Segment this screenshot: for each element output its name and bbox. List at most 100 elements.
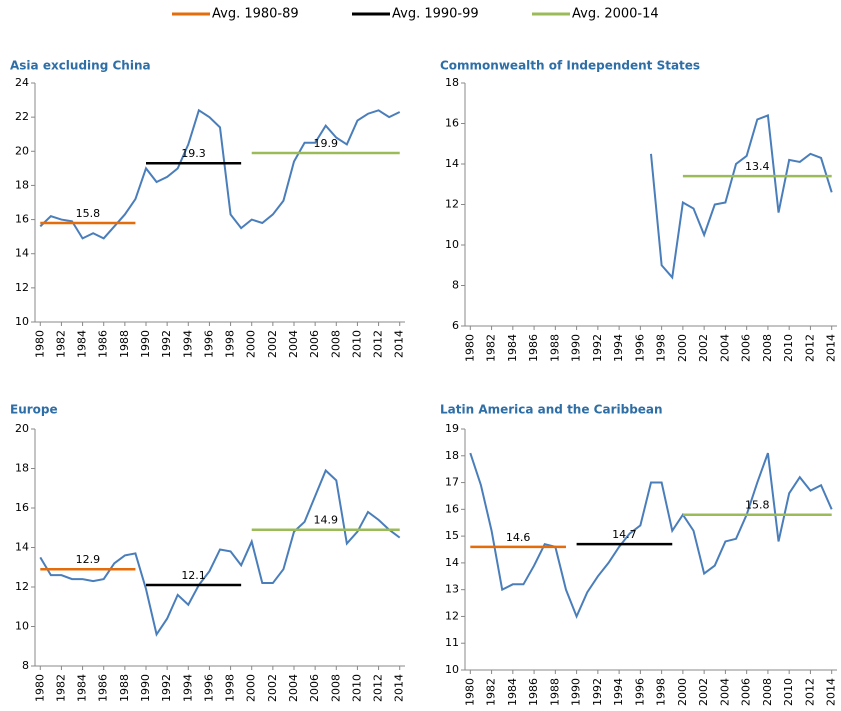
x-tick-label: 2012 bbox=[372, 674, 385, 702]
x-tick-label: 1992 bbox=[160, 330, 173, 358]
x-tick-label: 1984 bbox=[76, 674, 89, 702]
x-tick-label: 1998 bbox=[655, 334, 668, 362]
x-tick-label: 1990 bbox=[570, 678, 583, 706]
x-tick-label: 1990 bbox=[570, 334, 583, 362]
average-label: 12.9 bbox=[76, 553, 101, 566]
y-tick-label: 16 bbox=[15, 501, 29, 514]
x-tick-label: 1998 bbox=[224, 674, 237, 702]
legend-label: Avg. 2000-14 bbox=[572, 7, 659, 22]
legend-label: Avg. 1990-99 bbox=[392, 7, 479, 22]
data-line bbox=[39, 468, 401, 637]
x-tick-label: 2008 bbox=[761, 678, 774, 706]
y-tick-label: 20 bbox=[15, 144, 29, 157]
average-label: 14.9 bbox=[313, 514, 338, 527]
chart-title: Europe bbox=[10, 403, 58, 417]
data-line bbox=[469, 452, 833, 620]
x-tick-label: 1994 bbox=[612, 334, 625, 362]
y-tick-label: 18 bbox=[15, 178, 29, 191]
x-tick-label: 1986 bbox=[97, 674, 110, 702]
y-tick-label: 12 bbox=[445, 609, 459, 622]
y-tick-label: 11 bbox=[445, 636, 459, 649]
y-tick-label: 17 bbox=[445, 476, 459, 489]
x-tick-label: 2002 bbox=[266, 330, 279, 358]
x-tick-label: 2010 bbox=[350, 674, 363, 702]
y-tick-label: 19 bbox=[445, 422, 459, 435]
y-tick-label: 22 bbox=[15, 110, 29, 123]
x-tick-label: 2008 bbox=[329, 330, 342, 358]
y-tick-label: 15 bbox=[445, 529, 459, 542]
y-tick-label: 16 bbox=[445, 117, 459, 130]
x-tick-label: 1992 bbox=[591, 334, 604, 362]
y-tick-label: 18 bbox=[445, 449, 459, 462]
x-tick-label: 2002 bbox=[697, 334, 710, 362]
x-tick-label: 1986 bbox=[527, 678, 540, 706]
x-tick-label: 1982 bbox=[54, 330, 67, 358]
x-tick-label: 2002 bbox=[266, 674, 279, 702]
x-tick-label: 1994 bbox=[181, 674, 194, 702]
x-tick-label: 2006 bbox=[740, 334, 753, 362]
x-tick-label: 2006 bbox=[308, 674, 321, 702]
x-tick-label: 1994 bbox=[612, 678, 625, 706]
average-label: 14.6 bbox=[506, 531, 531, 544]
x-tick-label: 2014 bbox=[825, 678, 838, 706]
x-tick-label: 1980 bbox=[33, 674, 46, 702]
chart-title: Asia excluding China bbox=[10, 59, 151, 73]
x-tick-label: 2006 bbox=[740, 678, 753, 706]
x-tick-label: 1994 bbox=[181, 330, 194, 358]
x-tick-label: 2000 bbox=[676, 678, 689, 706]
x-tick-label: 1990 bbox=[139, 674, 152, 702]
x-tick-label: 2012 bbox=[372, 330, 385, 358]
y-tick-label: 10 bbox=[15, 315, 29, 328]
y-tick-label: 8 bbox=[22, 659, 29, 672]
y-tick-label: 24 bbox=[15, 76, 29, 89]
x-tick-label: 1986 bbox=[527, 334, 540, 362]
x-tick-label: 2008 bbox=[761, 334, 774, 362]
average-label: 19.9 bbox=[313, 137, 338, 150]
x-tick-label: 2012 bbox=[803, 678, 816, 706]
x-tick-label: 1980 bbox=[463, 334, 476, 362]
y-tick-label: 20 bbox=[15, 422, 29, 435]
x-tick-label: 2014 bbox=[393, 674, 406, 702]
x-tick-label: 1988 bbox=[118, 674, 131, 702]
y-tick-label: 8 bbox=[452, 279, 459, 292]
y-tick-label: 12 bbox=[15, 580, 29, 593]
x-tick-label: 2004 bbox=[718, 678, 731, 706]
x-tick-label: 1984 bbox=[506, 334, 519, 362]
x-tick-label: 1988 bbox=[548, 334, 561, 362]
x-tick-label: 2010 bbox=[350, 330, 363, 358]
x-tick-label: 1992 bbox=[591, 678, 604, 706]
x-tick-label: 2014 bbox=[825, 334, 838, 362]
average-label: 14.7 bbox=[612, 528, 637, 541]
x-tick-label: 1990 bbox=[139, 330, 152, 358]
y-tick-label: 16 bbox=[15, 213, 29, 226]
y-tick-label: 10 bbox=[445, 663, 459, 676]
y-tick-label: 13 bbox=[445, 583, 459, 596]
average-label: 19.3 bbox=[181, 147, 206, 160]
average-label: 15.8 bbox=[76, 207, 101, 220]
x-tick-label: 2006 bbox=[308, 330, 321, 358]
x-tick-label: 1980 bbox=[463, 678, 476, 706]
chart-title: Commonwealth of Independent States bbox=[440, 59, 700, 73]
x-tick-label: 2004 bbox=[718, 334, 731, 362]
x-tick-label: 2000 bbox=[245, 674, 258, 702]
x-tick-label: 1996 bbox=[202, 674, 215, 702]
x-tick-label: 1982 bbox=[54, 674, 67, 702]
x-tick-label: 1988 bbox=[548, 678, 561, 706]
x-tick-label: 2000 bbox=[245, 330, 258, 358]
y-tick-label: 6 bbox=[452, 319, 459, 332]
x-tick-label: 1982 bbox=[485, 334, 498, 362]
x-tick-label: 2012 bbox=[803, 334, 816, 362]
x-tick-label: 2010 bbox=[782, 334, 795, 362]
x-tick-label: 1980 bbox=[33, 330, 46, 358]
chart-title: Latin America and the Caribbean bbox=[440, 403, 663, 417]
y-tick-label: 14 bbox=[445, 556, 459, 569]
y-tick-label: 12 bbox=[15, 281, 29, 294]
x-tick-label: 1996 bbox=[633, 334, 646, 362]
x-tick-label: 1998 bbox=[655, 678, 668, 706]
average-label: 12.1 bbox=[181, 569, 206, 582]
average-label: 13.4 bbox=[745, 160, 770, 173]
x-tick-label: 1996 bbox=[633, 678, 646, 706]
y-tick-label: 14 bbox=[15, 247, 29, 260]
x-tick-label: 1996 bbox=[202, 330, 215, 358]
